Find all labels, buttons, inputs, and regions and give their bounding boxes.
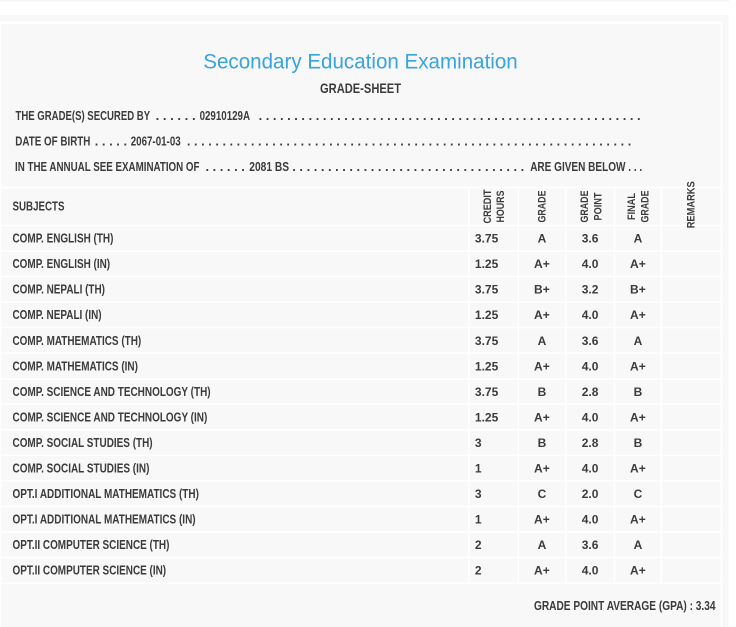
svg-text:FINAL: FINAL: [626, 193, 638, 220]
svg-text:B: B: [538, 436, 547, 450]
svg-text:POINT: POINT: [593, 192, 605, 220]
svg-text:4.0: 4.0: [582, 410, 599, 424]
svg-text:A+: A+: [630, 513, 646, 527]
svg-text:2.0: 2.0: [582, 487, 599, 501]
svg-text:OPT.I ADDITIONAL MATHEMATICS (: OPT.I ADDITIONAL MATHEMATICS (TH): [13, 486, 199, 501]
svg-text:A+: A+: [630, 410, 646, 424]
svg-text:3.6: 3.6: [582, 232, 599, 246]
svg-text:A+: A+: [630, 308, 646, 322]
svg-text:CREDIT: CREDIT: [482, 189, 494, 223]
svg-text:A+: A+: [534, 462, 550, 476]
svg-text:IN THE ANNUAL SEE EXAMINATION: IN THE ANNUAL SEE EXAMINATION OF: [15, 159, 200, 174]
svg-text:COMP. NEPALI (TH): COMP. NEPALI (TH): [13, 282, 106, 297]
svg-text:1.25: 1.25: [475, 257, 499, 271]
svg-text:. . . . . . . . . . . . . . .: . . . . . . . . . . . . . . . . . . . . …: [187, 134, 631, 149]
svg-text:3.6: 3.6: [582, 538, 599, 552]
svg-text:B: B: [538, 385, 547, 399]
svg-text:1: 1: [475, 513, 482, 527]
svg-text:OPT.II COMPUTER SCIENCE (IN): OPT.II COMPUTER SCIENCE (IN): [13, 563, 167, 578]
svg-text:2: 2: [475, 538, 482, 552]
svg-text:A+: A+: [534, 308, 550, 322]
svg-text:B: B: [634, 385, 643, 399]
svg-text:A+: A+: [534, 257, 550, 271]
svg-text:COMP. SOCIAL STUDIES (IN): COMP. SOCIAL STUDIES (IN): [13, 461, 150, 476]
svg-text:THE GRADE(S) SECURED BY: THE GRADE(S) SECURED BY: [16, 108, 151, 123]
svg-text:COMP. ENGLISH (IN): COMP. ENGLISH (IN): [13, 256, 111, 271]
svg-text:A+: A+: [630, 257, 646, 271]
svg-text:1: 1: [475, 462, 482, 476]
svg-text:COMP. SCIENCE AND TECHNOLOGY (: COMP. SCIENCE AND TECHNOLOGY (IN): [13, 409, 208, 424]
svg-text:B+: B+: [630, 283, 646, 297]
svg-text:REMARKS: REMARKS: [685, 181, 697, 228]
svg-text:Secondary Education Examinatio: Secondary Education Examination: [203, 50, 518, 73]
svg-text:2.8: 2.8: [582, 385, 599, 399]
svg-text:COMP. SCIENCE AND TECHNOLOGY (: COMP. SCIENCE AND TECHNOLOGY (TH): [13, 384, 211, 399]
svg-text:. . . . . . . . . . . . . . .: . . . . . . . . . . . . . . . . . . . . …: [292, 159, 524, 174]
svg-text:SUBJECTS: SUBJECTS: [13, 198, 65, 213]
svg-text:2: 2: [475, 564, 482, 578]
svg-text:COMP. ENGLISH (TH): COMP. ENGLISH (TH): [13, 231, 114, 246]
svg-text:3: 3: [475, 436, 482, 450]
svg-text:OPT.I ADDITIONAL MATHEMATICS (: OPT.I ADDITIONAL MATHEMATICS (IN): [13, 512, 196, 527]
svg-text:. . . . . . . . . . . . . . .: . . . . . . . . . . . . . . . . . . . . …: [259, 108, 641, 123]
svg-text:COMP. MATHEMATICS (TH): COMP. MATHEMATICS (TH): [13, 333, 142, 348]
svg-text:A+: A+: [534, 564, 550, 578]
svg-text:1.25: 1.25: [475, 359, 499, 373]
svg-text:3.75: 3.75: [475, 334, 499, 348]
svg-text:2081 BS: 2081 BS: [249, 159, 289, 174]
svg-text:GRADE: GRADE: [537, 191, 549, 223]
svg-text:. . . . . .: . . . . . .: [206, 159, 245, 174]
svg-text:A: A: [634, 232, 643, 246]
svg-text:3.75: 3.75: [475, 232, 499, 246]
svg-text:4.0: 4.0: [582, 308, 599, 322]
svg-text:02910129A: 02910129A: [200, 108, 251, 123]
svg-text:A+: A+: [630, 359, 646, 373]
svg-text:1.25: 1.25: [475, 308, 499, 322]
svg-text:C: C: [634, 487, 643, 501]
svg-text:GRADE-SHEET: GRADE-SHEET: [320, 80, 401, 96]
svg-text:A+: A+: [534, 513, 550, 527]
svg-text:3.6: 3.6: [582, 334, 599, 348]
svg-text:DATE OF BIRTH: DATE OF BIRTH: [15, 134, 90, 149]
svg-text:B: B: [634, 436, 643, 450]
svg-text:A: A: [538, 334, 547, 348]
svg-text:4.0: 4.0: [582, 462, 599, 476]
svg-text:A+: A+: [630, 564, 646, 578]
svg-text:B+: B+: [534, 283, 550, 297]
svg-text:A: A: [634, 538, 643, 552]
svg-text:4.0: 4.0: [582, 359, 599, 373]
svg-text:A+: A+: [534, 410, 550, 424]
svg-text:GRADE POINT AVERAGE (GPA) : 3.: GRADE POINT AVERAGE (GPA) : 3.34: [534, 598, 716, 613]
svg-text:3.75: 3.75: [475, 283, 499, 297]
svg-text:3.2: 3.2: [582, 283, 599, 297]
svg-text:GRADE: GRADE: [640, 191, 652, 223]
svg-text:A: A: [538, 538, 547, 552]
svg-text:4.0: 4.0: [582, 513, 599, 527]
svg-text:GRADE: GRADE: [579, 191, 591, 223]
svg-text:HOURS: HOURS: [495, 191, 507, 223]
svg-text:COMP. SOCIAL STUDIES (TH): COMP. SOCIAL STUDIES (TH): [13, 435, 153, 450]
svg-text:A: A: [538, 232, 547, 246]
svg-text:OPT.II COMPUTER SCIENCE (TH): OPT.II COMPUTER SCIENCE (TH): [13, 537, 170, 552]
svg-text:COMP. MATHEMATICS (IN): COMP. MATHEMATICS (IN): [13, 358, 138, 373]
svg-text:A+: A+: [534, 359, 550, 373]
svg-text:. . . . .: . . . . .: [95, 134, 127, 149]
svg-text:3.75: 3.75: [475, 385, 499, 399]
svg-text:. . . . . .: . . . . . .: [156, 108, 196, 123]
svg-text:A+: A+: [630, 462, 646, 476]
svg-text:2.8: 2.8: [582, 436, 599, 450]
svg-text:4.0: 4.0: [582, 257, 599, 271]
svg-text:C: C: [538, 487, 547, 501]
svg-text:A: A: [634, 334, 643, 348]
svg-text:ARE GIVEN BELOW . . .: ARE GIVEN BELOW . . .: [530, 159, 642, 174]
svg-text:3: 3: [475, 487, 482, 501]
svg-text:2067-01-03: 2067-01-03: [131, 134, 181, 149]
svg-text:COMP. NEPALI (IN): COMP. NEPALI (IN): [13, 307, 102, 322]
svg-text:1.25: 1.25: [475, 410, 499, 424]
svg-text:4.0: 4.0: [582, 564, 599, 578]
